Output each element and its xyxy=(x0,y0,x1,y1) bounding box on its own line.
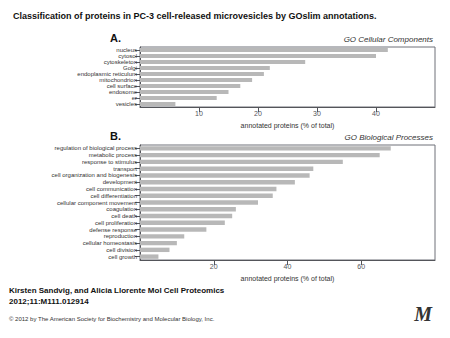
svg-text:cell division: cell division xyxy=(106,247,137,253)
svg-text:defense response: defense response xyxy=(89,227,137,233)
svg-text:annotated proteins (% of total: annotated proteins (% of total) xyxy=(241,275,335,283)
svg-text:cell differentiation: cell differentiation xyxy=(90,193,137,199)
svg-text:regulation of biological proce: regulation of biological process xyxy=(55,145,137,151)
svg-text:cell surface: cell surface xyxy=(107,83,138,89)
svg-text:vesicles: vesicles xyxy=(116,101,137,107)
svg-text:mitochondrion: mitochondrion xyxy=(99,77,137,83)
svg-text:transport: transport xyxy=(113,166,137,172)
svg-text:response to stimulus: response to stimulus xyxy=(82,159,137,165)
svg-text:GO Cellular Components: GO Cellular Components xyxy=(344,35,433,44)
svg-text:cytoskeleton: cytoskeleton xyxy=(104,59,137,65)
svg-text:GO Biological Processes: GO Biological Processes xyxy=(345,133,433,142)
svg-text:cellular component movement: cellular component movement xyxy=(57,200,137,206)
svg-text:cell communication: cell communication xyxy=(86,186,137,192)
svg-text:endosome: endosome xyxy=(109,89,138,95)
svg-text:10: 10 xyxy=(195,110,203,117)
svg-text:20: 20 xyxy=(254,110,262,117)
svg-text:30: 30 xyxy=(313,110,321,117)
svg-text:cytosol: cytosol xyxy=(118,53,137,59)
svg-text:B.: B. xyxy=(110,130,121,142)
svg-text:40: 40 xyxy=(372,110,380,117)
svg-text:annotated proteins (% of total: annotated proteins (% of total) xyxy=(241,122,335,130)
svg-text:endoplasmic reticulum: endoplasmic reticulum xyxy=(77,71,137,77)
svg-text:cell proliferation: cell proliferation xyxy=(95,220,137,226)
svg-text:Kirsten Sandvig, and Alicia Ll: Kirsten Sandvig, and Alicia Llorente Mol… xyxy=(9,286,225,295)
svg-text:© 2012 by The American Society: © 2012 by The American Society for Bioch… xyxy=(9,316,215,322)
svg-text:cell growth: cell growth xyxy=(108,254,137,260)
svg-text:development: development xyxy=(103,179,138,185)
svg-text:reproduction: reproduction xyxy=(104,233,137,239)
svg-text:60: 60 xyxy=(357,263,365,270)
svg-text:M: M xyxy=(413,303,433,325)
svg-text:A.: A. xyxy=(110,32,121,44)
svg-text:cell death: cell death xyxy=(111,213,137,219)
svg-text:Classification of proteins in: Classification of proteins in PC-3 cell-… xyxy=(13,11,377,21)
svg-text:cell organization and biogenes: cell organization and biogenesis xyxy=(52,172,137,178)
svg-text:40: 40 xyxy=(284,263,292,270)
svg-text:20: 20 xyxy=(210,263,218,270)
svg-text:cellular homeostasis: cellular homeostasis xyxy=(83,240,137,246)
svg-text:coagulation: coagulation xyxy=(106,206,137,212)
svg-text:Golgi: Golgi xyxy=(123,65,137,71)
svg-text:er: er xyxy=(132,95,137,101)
svg-text:2012;11:M111.012914: 2012;11:M111.012914 xyxy=(9,297,89,306)
svg-text:nucleus: nucleus xyxy=(116,47,137,53)
svg-text:metabolic process: metabolic process xyxy=(89,152,137,158)
